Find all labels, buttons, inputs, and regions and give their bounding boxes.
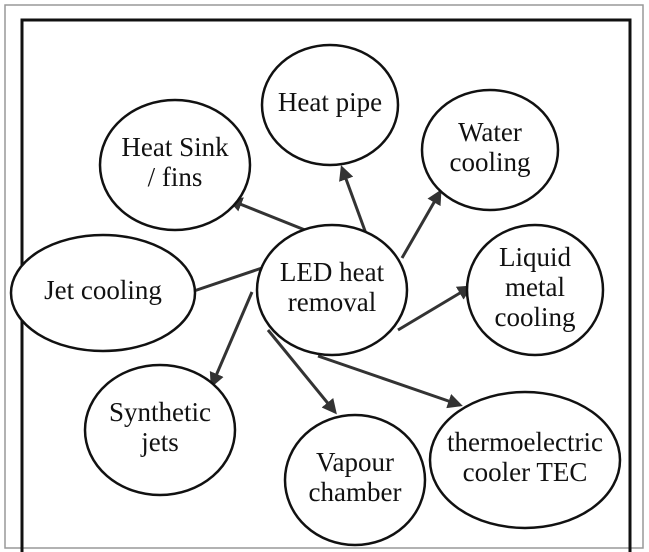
node-shape	[98, 98, 252, 232]
arrow	[209, 291, 254, 388]
node-label: Liquid	[499, 242, 571, 272]
arrow	[397, 285, 473, 332]
arrow	[317, 354, 463, 409]
node-shape	[9, 233, 197, 353]
node-shape	[83, 363, 237, 497]
node-label: Water	[458, 117, 522, 147]
node-label: Heat pipe	[278, 87, 382, 117]
node-shape	[260, 43, 400, 167]
node-shape	[428, 390, 622, 530]
node-label: / fins	[148, 162, 203, 192]
node-shape	[255, 223, 409, 357]
node-label: chamber	[309, 477, 402, 507]
node-label: metal	[505, 272, 565, 302]
node-label: cooler TEC	[463, 457, 588, 487]
arrow	[266, 329, 337, 415]
node-label: removal	[288, 287, 376, 317]
node-label: Vapour	[316, 447, 394, 477]
node: Jet cooling	[9, 233, 197, 353]
node-label: jets	[140, 427, 179, 457]
node: Heat pipe	[260, 43, 400, 167]
node-label: Heat Sink	[121, 132, 229, 162]
node-label: Jet cooling	[44, 275, 162, 305]
outer-frame	[4, 4, 644, 549]
node-label: thermoelectric	[447, 427, 603, 457]
node-label: Synthetic	[109, 397, 211, 427]
node-shape	[465, 223, 605, 357]
arrow	[400, 189, 442, 259]
node-shape	[420, 88, 560, 212]
node-shape	[283, 413, 427, 547]
node-label: cooling	[450, 147, 531, 177]
node: Heat Sink/ fins	[98, 98, 252, 232]
node-label: cooling	[495, 302, 576, 332]
node-label: LED heat	[280, 257, 385, 287]
